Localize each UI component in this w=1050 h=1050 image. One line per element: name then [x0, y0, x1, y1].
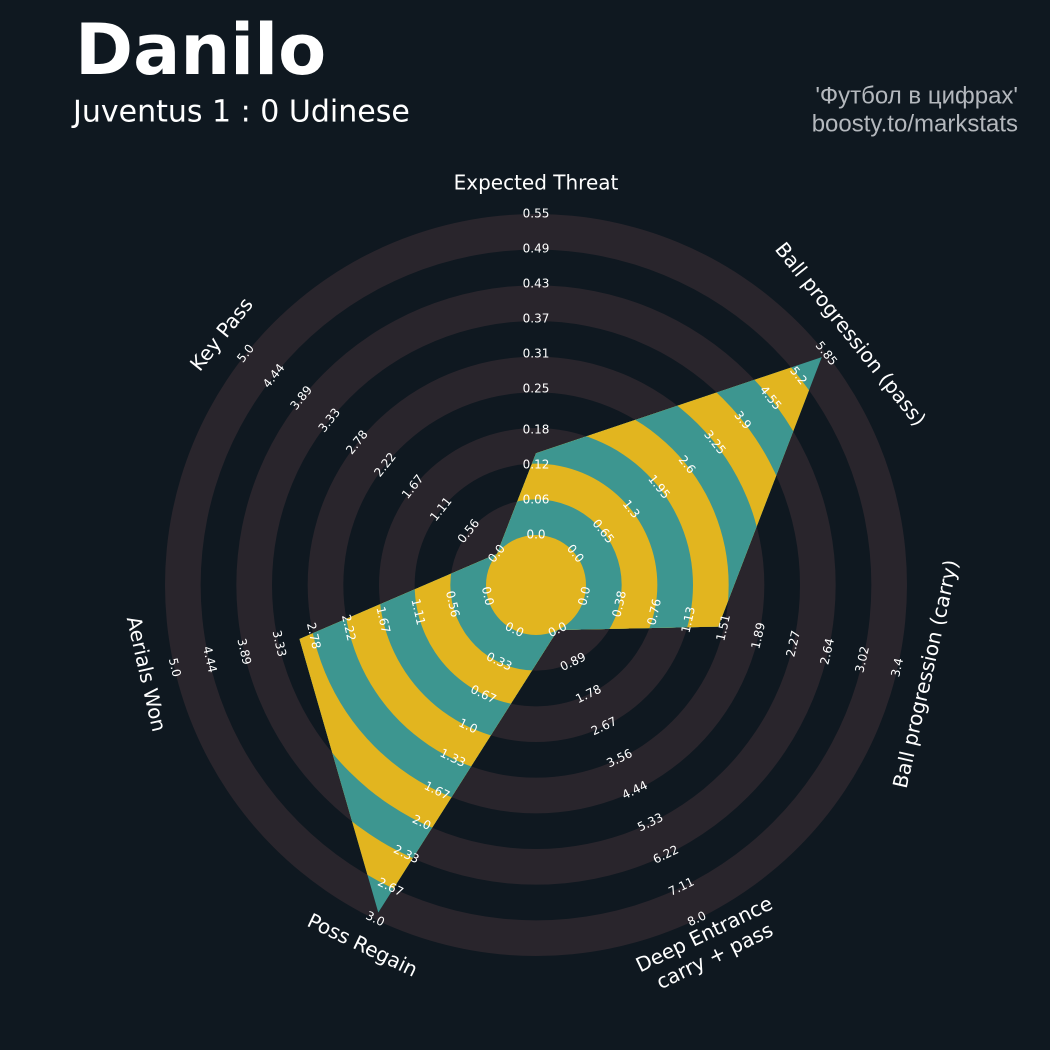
tick-label: 0.0	[575, 585, 593, 607]
tick-label: 0.49	[523, 242, 550, 256]
tick-label: 0.56	[443, 589, 463, 618]
tick-label: 0.12	[523, 457, 550, 471]
tick-label: 1.67	[373, 605, 393, 634]
tick-label: 2.27	[783, 629, 803, 658]
tick-label: 0.43	[523, 277, 550, 291]
center	[486, 535, 586, 635]
tick-label: 2.64	[817, 637, 837, 666]
tick-label: 1.11	[408, 597, 428, 626]
param-label: Expected Threat	[454, 171, 619, 195]
tick-label: 3.02	[852, 645, 872, 674]
tick-label: 4.44	[200, 645, 220, 674]
tick-label: 2.78	[304, 621, 324, 650]
tick-label: 3.89	[234, 637, 254, 666]
tick-label: 0.06	[523, 492, 550, 506]
credit: 'Футбол в цифрах'	[815, 82, 1018, 109]
tick-label: 1.89	[748, 621, 768, 650]
tick-label: 0.25	[523, 382, 550, 396]
tick-label: 1.51	[713, 613, 733, 642]
credit: boosty.to/markstats	[812, 110, 1018, 137]
tick-label: 0.76	[644, 597, 664, 626]
tick-label: 3.4	[888, 657, 906, 679]
chart-subtitle: Juventus 1 : 0 Udinese	[71, 95, 410, 130]
tick-label: 2.22	[339, 613, 359, 642]
tick-label: 0.18	[523, 422, 550, 436]
tick-label: 5.0	[166, 657, 184, 679]
tick-label: 0.55	[523, 207, 550, 221]
chart-title: Danilo	[75, 9, 326, 91]
tick-label: 0.0	[526, 528, 545, 542]
tick-label: 3.33	[270, 629, 290, 658]
tick-label: 0.31	[523, 347, 550, 361]
tick-label: 0.38	[609, 589, 629, 618]
tick-label: 1.13	[678, 605, 698, 634]
tick-label: 0.0	[479, 585, 497, 607]
tick-label: 0.37	[523, 312, 550, 326]
